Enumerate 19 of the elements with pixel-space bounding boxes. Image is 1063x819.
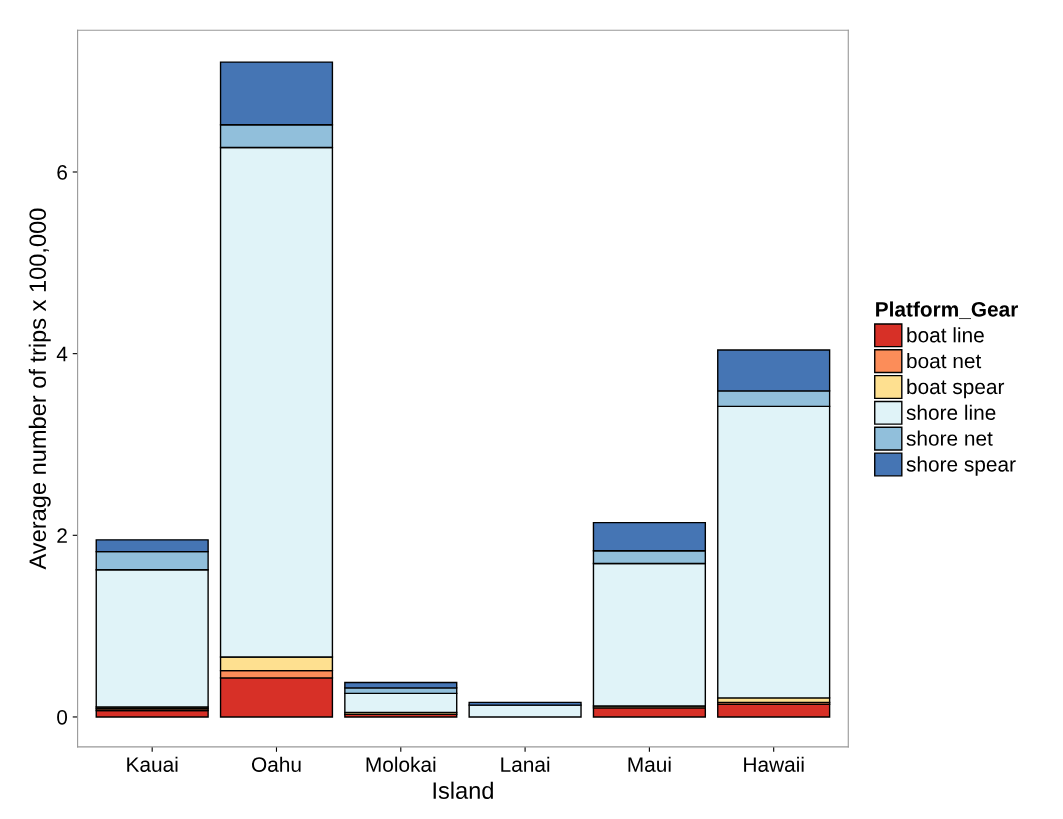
legend-label: boat net — [907, 353, 982, 369]
x-tick-label: Molokai — [366, 756, 436, 772]
legend-label: shore net — [906, 430, 993, 446]
legend-label: shore spear — [906, 456, 1016, 476]
y-axis-title: Average number of trips x 100,000 — [28, 208, 51, 570]
legend-label: boat line — [907, 327, 984, 343]
legend-label: boat spear — [907, 378, 1005, 399]
x-tick-label: Hawaii — [744, 756, 804, 772]
legend-label: shore line — [906, 404, 996, 420]
x-tick-label: Maui — [628, 756, 671, 772]
y-tick-label: 2 — [57, 528, 67, 543]
y-tick-label: 0 — [57, 709, 68, 725]
x-tick-label: Oahu — [251, 756, 301, 772]
x-tick-label: Kauai — [127, 756, 178, 772]
y-tick-label: 6 — [57, 164, 67, 180]
x-tick-label: Lanai — [501, 756, 550, 772]
x-axis-title: Island — [433, 781, 493, 799]
y-tick-label: 4 — [56, 346, 68, 362]
legend-title: Platform_Gear — [876, 301, 1018, 320]
